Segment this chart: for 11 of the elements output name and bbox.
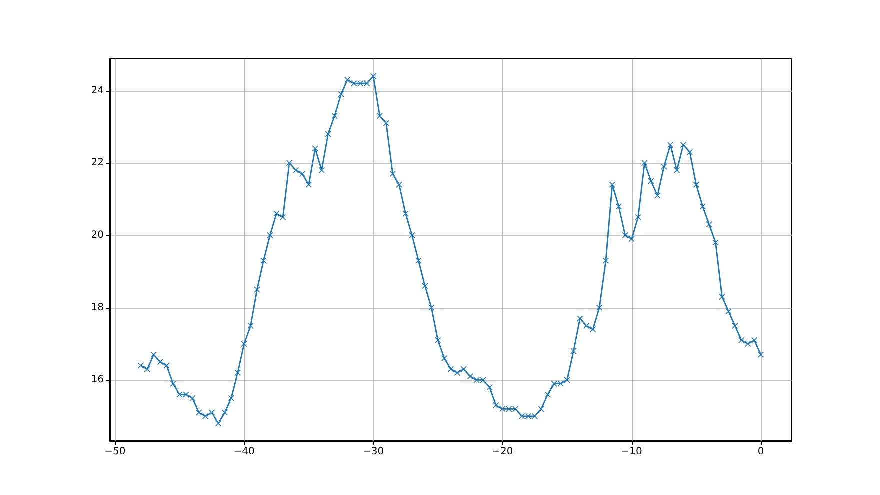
x-tick-label: −40 [234,446,255,458]
y-tick-label: 20 [91,230,104,242]
y-tick-label: 22 [91,158,104,169]
x-tick-label: −50 [104,446,126,458]
x-tick-label: −30 [362,446,384,458]
x-tick-label: −20 [492,446,514,458]
x-tick-label: 0 [758,446,764,458]
y-tick-label: 18 [91,302,104,314]
y-tick-label: 24 [91,85,104,96]
y-tick-label: 16 [91,374,104,386]
x-tick-label: −10 [621,446,642,458]
